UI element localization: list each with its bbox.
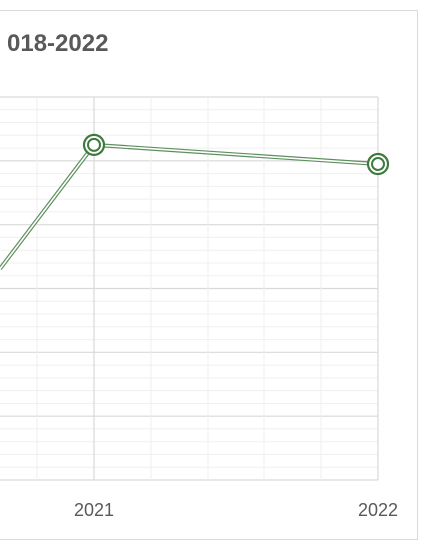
data-point-inner-2022 — [371, 157, 385, 172]
x-tick-label: 2022 — [358, 500, 398, 520]
data-point-2022 — [366, 152, 390, 176]
tick-layer: 2021 2022 — [74, 500, 398, 520]
chart-title: 018-2022 — [7, 30, 109, 57]
data-point-2021 — [82, 133, 106, 156]
data-point-inner-2021 — [87, 137, 101, 152]
grid-layer — [0, 96, 379, 481]
chart-area-border — [0, 10, 418, 540]
series-layer — [0, 133, 390, 271]
x-tick-label: 2021 — [74, 500, 114, 520]
